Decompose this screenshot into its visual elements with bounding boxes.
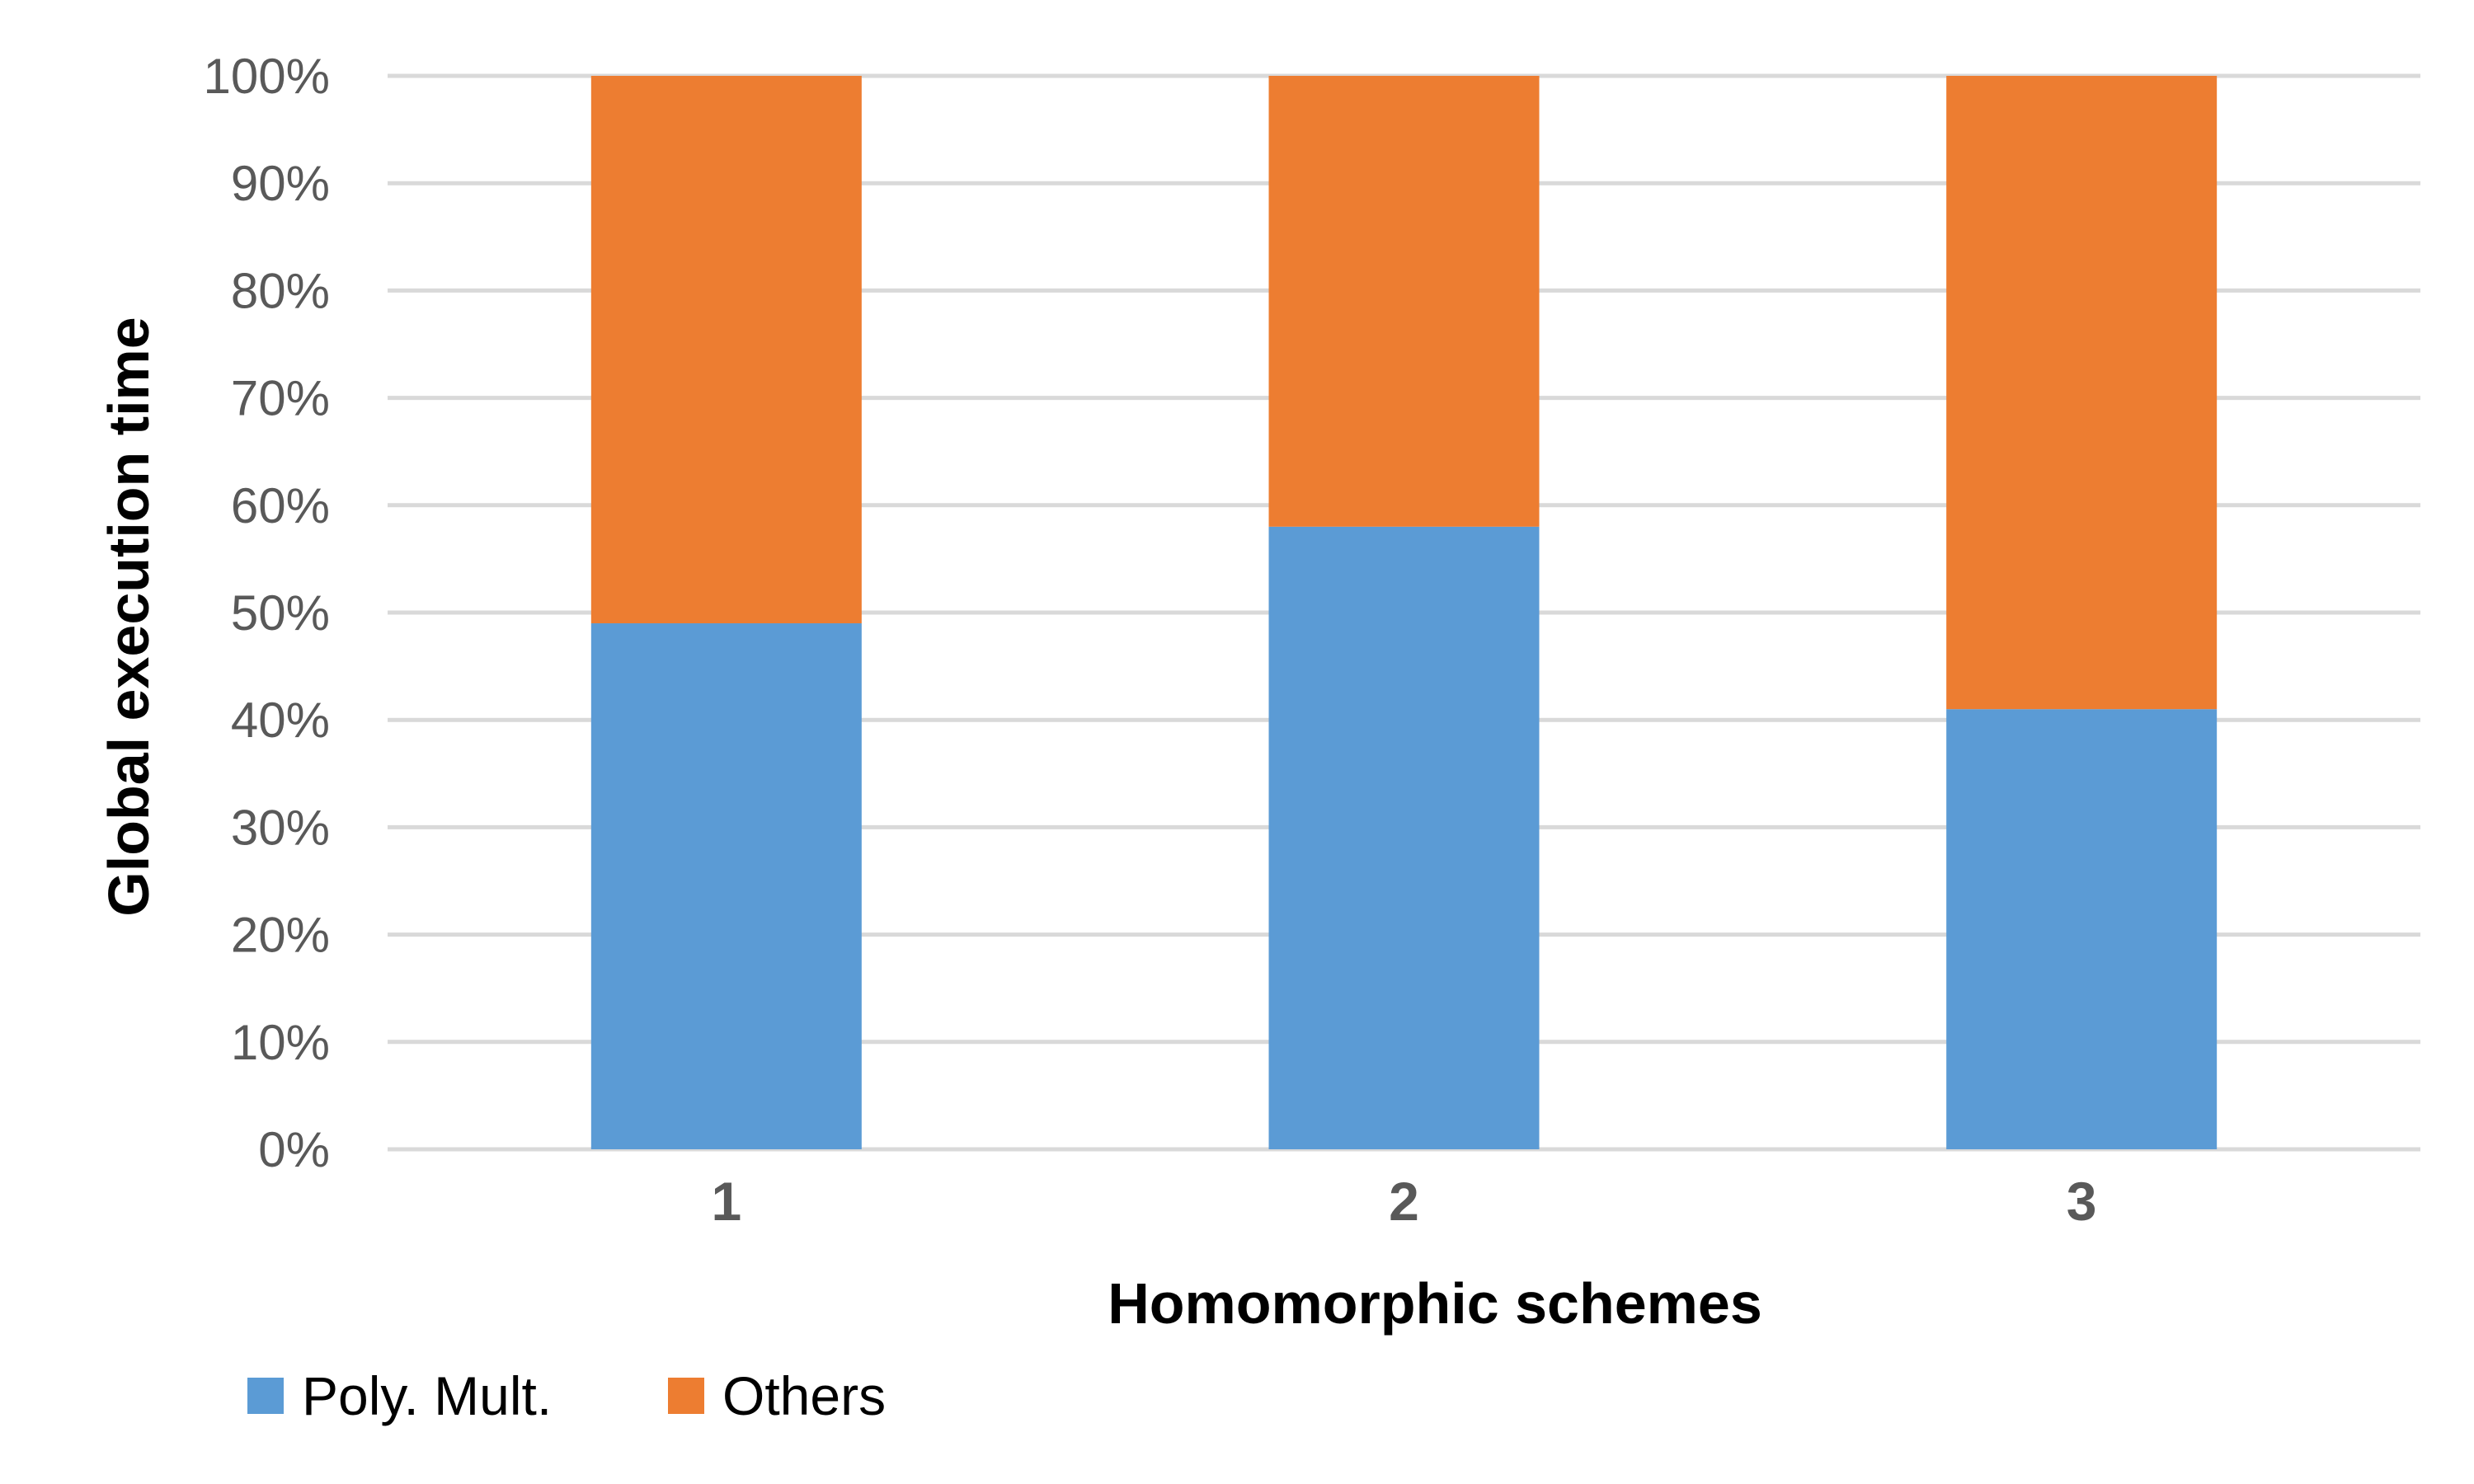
- y-tick-label: 50%: [231, 585, 330, 641]
- legend-label: Poly. Mult.: [302, 1365, 552, 1426]
- x-tick-labels: 1 2 3: [711, 1171, 2096, 1232]
- y-tick-label: 70%: [231, 371, 330, 426]
- y-axis-title: Global execution time: [96, 317, 161, 916]
- bars: [590, 76, 2218, 1149]
- x-axis-title: Homomorphic schemes: [1108, 1271, 1762, 1336]
- legend-swatch: [668, 1378, 704, 1414]
- y-tick-label: 60%: [231, 478, 330, 533]
- x-tick-label: 3: [2067, 1171, 2097, 1232]
- x-tick-label: 2: [1389, 1171, 1419, 1232]
- bar-segment-others: [590, 76, 862, 624]
- y-tick-label: 20%: [231, 908, 330, 963]
- bar-segment-poly-mult: [590, 623, 862, 1149]
- bar-segment-poly-mult: [1268, 526, 1540, 1149]
- legend-swatch: [247, 1378, 284, 1414]
- y-tick-label: 30%: [231, 800, 330, 855]
- legend-label: Others: [722, 1365, 886, 1426]
- y-tick-label: 100%: [204, 49, 330, 104]
- y-tick-label: 90%: [231, 156, 330, 211]
- y-tick-labels: 0% 10% 20% 30% 40% 50% 60% 70% 80% 90% 100%: [204, 49, 330, 1177]
- y-tick-label: 80%: [231, 263, 330, 318]
- bar-segment-poly-mult: [1946, 709, 2218, 1149]
- bar-segment-others: [1946, 76, 2218, 710]
- y-tick-label: 10%: [231, 1015, 330, 1070]
- bar-segment-others: [1268, 76, 1540, 527]
- legend: Poly. Mult. Others: [247, 1365, 886, 1426]
- y-tick-label: 0%: [258, 1122, 330, 1177]
- x-tick-label: 1: [711, 1171, 741, 1232]
- y-tick-label: 40%: [231, 693, 330, 748]
